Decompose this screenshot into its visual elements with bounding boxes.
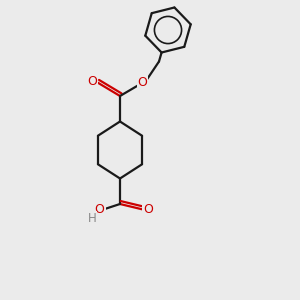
Text: O: O	[143, 203, 153, 216]
Text: O: O	[138, 76, 147, 89]
Text: O: O	[95, 203, 104, 216]
Text: O: O	[87, 75, 97, 88]
Text: H: H	[88, 212, 97, 225]
